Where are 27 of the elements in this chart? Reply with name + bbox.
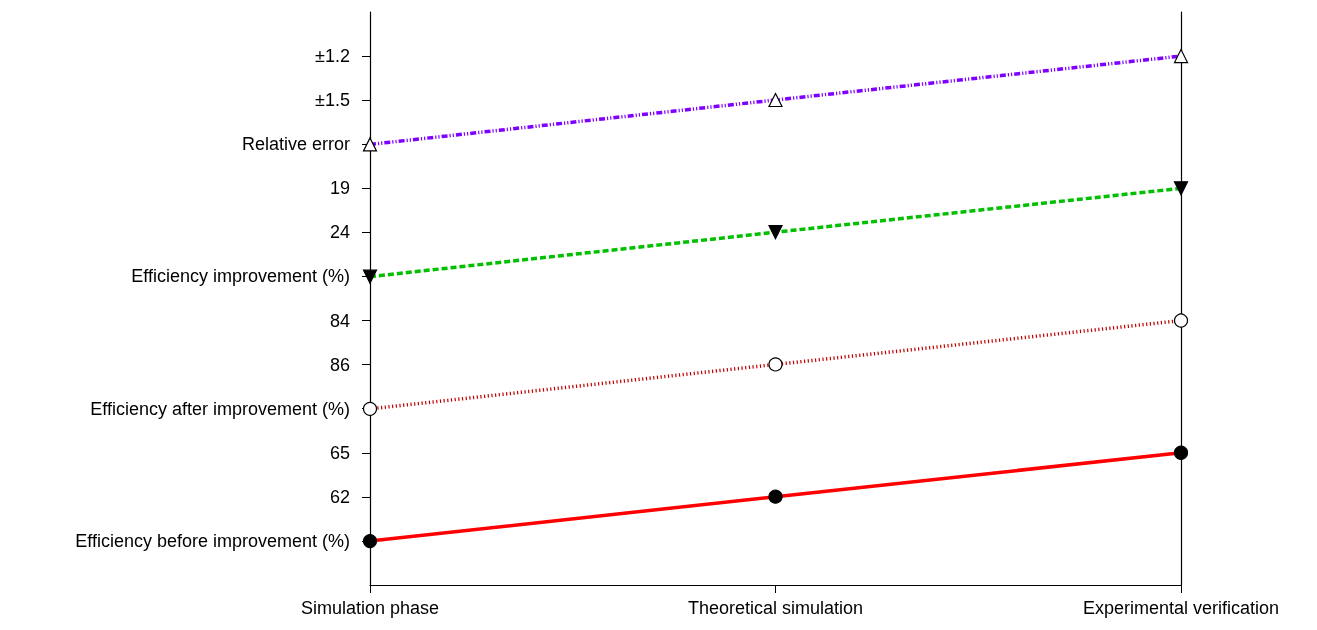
text: Efficiency after improvement (%) xyxy=(90,398,350,419)
text: 19 xyxy=(329,178,350,199)
point xyxy=(362,269,378,284)
text: 84 xyxy=(329,310,350,331)
text: 86 xyxy=(329,354,350,375)
point xyxy=(768,489,783,504)
text: 65 xyxy=(329,442,350,463)
point xyxy=(768,92,783,108)
text: Relative error xyxy=(241,134,350,155)
point xyxy=(1173,181,1189,196)
point xyxy=(768,225,783,240)
point xyxy=(362,534,378,549)
x-tick-label: Experimental verification xyxy=(1082,598,1280,618)
point xyxy=(768,357,783,372)
text: Efficiency improvement (%) xyxy=(131,266,350,287)
text: Efficiency before improvement (%) xyxy=(75,530,350,551)
point xyxy=(1173,445,1189,460)
point xyxy=(1173,313,1189,328)
x-tick-label: Theoretical simulation xyxy=(687,598,864,618)
point xyxy=(362,401,378,416)
point xyxy=(1173,48,1189,64)
text: ±1.2 xyxy=(315,46,350,67)
x-tick-label: Simulation phase xyxy=(300,598,440,618)
text: ±1.5 xyxy=(315,90,350,111)
text: 24 xyxy=(329,222,350,243)
point xyxy=(362,137,378,152)
text: 62 xyxy=(329,486,350,507)
